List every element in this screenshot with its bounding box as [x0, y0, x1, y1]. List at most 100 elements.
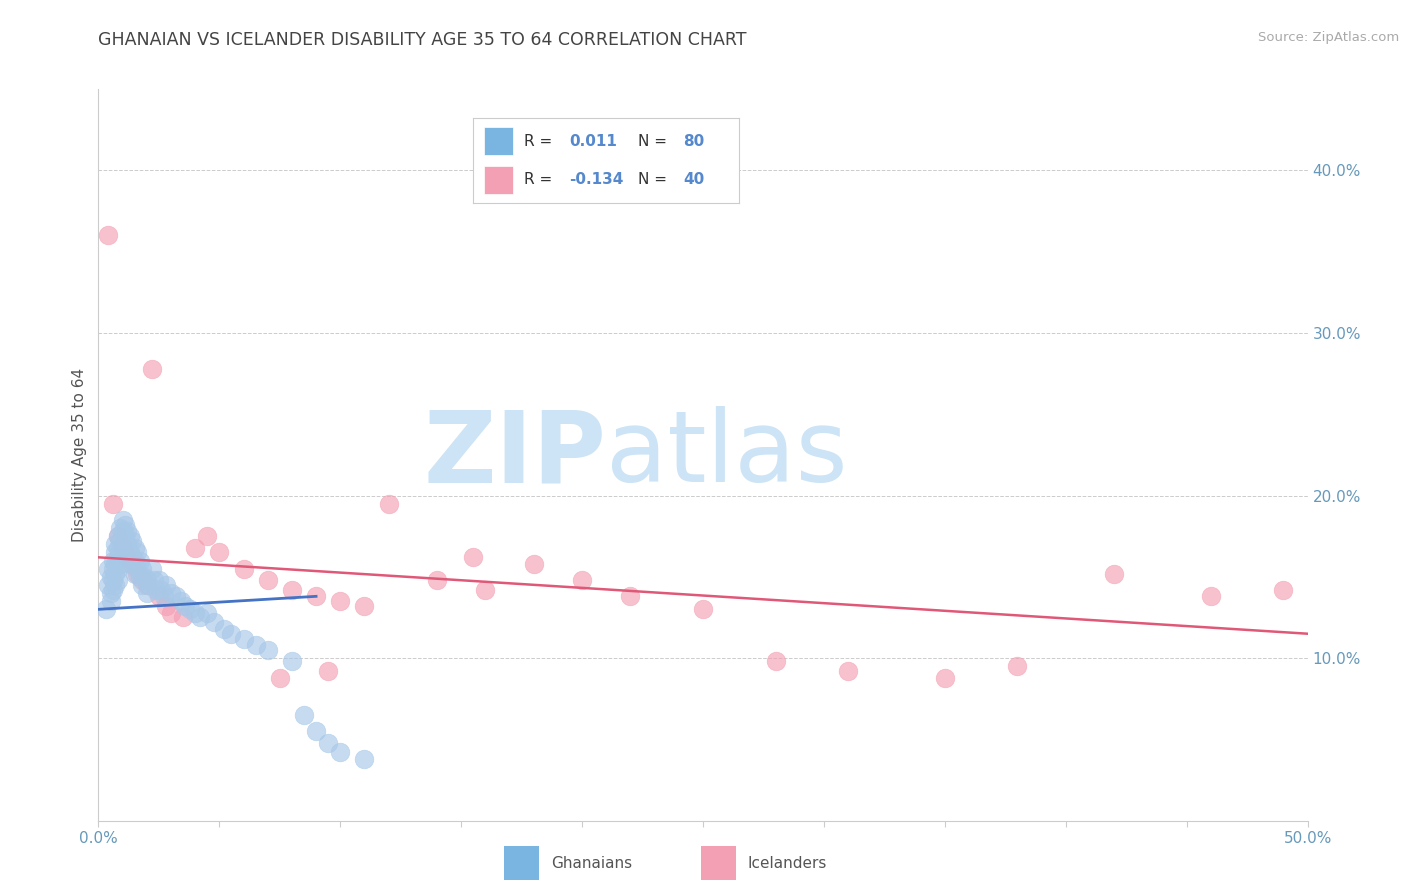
Text: 80: 80: [683, 134, 704, 149]
Point: [135, 578, 157, 592]
Text: R =: R =: [524, 134, 557, 149]
Point: [138, 578, 160, 592]
Text: N =: N =: [638, 134, 672, 149]
Point: [1007, 659, 1029, 673]
Point: [104, 545, 127, 559]
Point: [118, 529, 141, 543]
Point: [117, 550, 139, 565]
Point: [117, 524, 139, 539]
Point: [141, 361, 163, 376]
Point: [281, 582, 304, 597]
Point: [174, 599, 197, 613]
Point: [108, 534, 131, 549]
Point: [100, 594, 122, 608]
Point: [131, 578, 153, 592]
Point: [107, 529, 129, 543]
Point: [128, 570, 150, 584]
Text: -0.134: -0.134: [569, 172, 623, 187]
Point: [104, 537, 127, 551]
Point: [127, 545, 149, 559]
Point: [148, 573, 170, 587]
Text: Ghanaians: Ghanaians: [551, 855, 633, 871]
Point: [101, 553, 124, 567]
Point: [131, 562, 153, 576]
Point: [111, 550, 134, 565]
Point: [124, 566, 146, 581]
Point: [107, 529, 129, 543]
Point: [97, 578, 120, 592]
Point: [101, 497, 124, 511]
Point: [135, 586, 157, 600]
Point: [212, 622, 235, 636]
Point: [619, 590, 641, 604]
Point: [111, 537, 134, 551]
Text: 0.011: 0.011: [569, 134, 617, 149]
Point: [305, 724, 328, 739]
Point: [108, 521, 131, 535]
Point: [134, 570, 156, 584]
Point: [188, 610, 211, 624]
Point: [124, 541, 146, 555]
Point: [934, 671, 956, 685]
FancyBboxPatch shape: [484, 167, 513, 194]
Point: [232, 562, 254, 576]
FancyBboxPatch shape: [503, 846, 540, 880]
Point: [107, 573, 129, 587]
FancyBboxPatch shape: [700, 846, 737, 880]
Point: [1102, 566, 1125, 581]
Point: [179, 602, 201, 616]
Point: [143, 573, 166, 587]
Point: [108, 545, 131, 559]
Point: [208, 545, 231, 559]
Point: [474, 582, 496, 597]
Point: [316, 664, 339, 678]
Point: [124, 553, 146, 567]
Point: [329, 745, 352, 759]
Point: [114, 517, 136, 532]
Point: [692, 602, 714, 616]
Point: [155, 578, 177, 592]
Text: R =: R =: [524, 172, 557, 187]
Point: [131, 573, 153, 587]
Point: [305, 590, 328, 604]
Point: [165, 590, 187, 604]
Point: [256, 643, 278, 657]
Point: [204, 615, 226, 630]
Point: [117, 537, 139, 551]
Point: [281, 654, 304, 668]
Y-axis label: Disability Age 35 to 64: Disability Age 35 to 64: [72, 368, 87, 542]
Point: [245, 638, 267, 652]
Point: [127, 566, 149, 581]
Point: [316, 736, 339, 750]
Point: [353, 599, 375, 613]
Point: [150, 582, 173, 597]
Point: [148, 590, 170, 604]
Point: [184, 606, 207, 620]
Point: [353, 752, 375, 766]
Point: [523, 557, 546, 571]
Point: [269, 671, 291, 685]
Point: [104, 557, 127, 571]
Point: [111, 524, 134, 539]
Point: [221, 626, 243, 640]
Point: [127, 562, 149, 576]
Text: 40: 40: [683, 172, 704, 187]
Point: [107, 550, 129, 565]
Point: [121, 534, 143, 549]
Point: [152, 590, 174, 604]
Point: [104, 578, 127, 592]
Text: atlas: atlas: [606, 407, 848, 503]
Point: [160, 586, 183, 600]
Point: [101, 582, 124, 597]
Text: ZIP: ZIP: [423, 407, 606, 503]
Point: [141, 562, 163, 576]
Point: [1199, 590, 1222, 604]
Point: [463, 550, 485, 565]
Point: [377, 497, 399, 511]
Point: [1272, 582, 1295, 597]
Text: Icelanders: Icelanders: [748, 855, 827, 871]
Point: [118, 557, 141, 571]
Point: [195, 529, 218, 543]
Point: [101, 562, 124, 576]
Point: [128, 553, 150, 567]
